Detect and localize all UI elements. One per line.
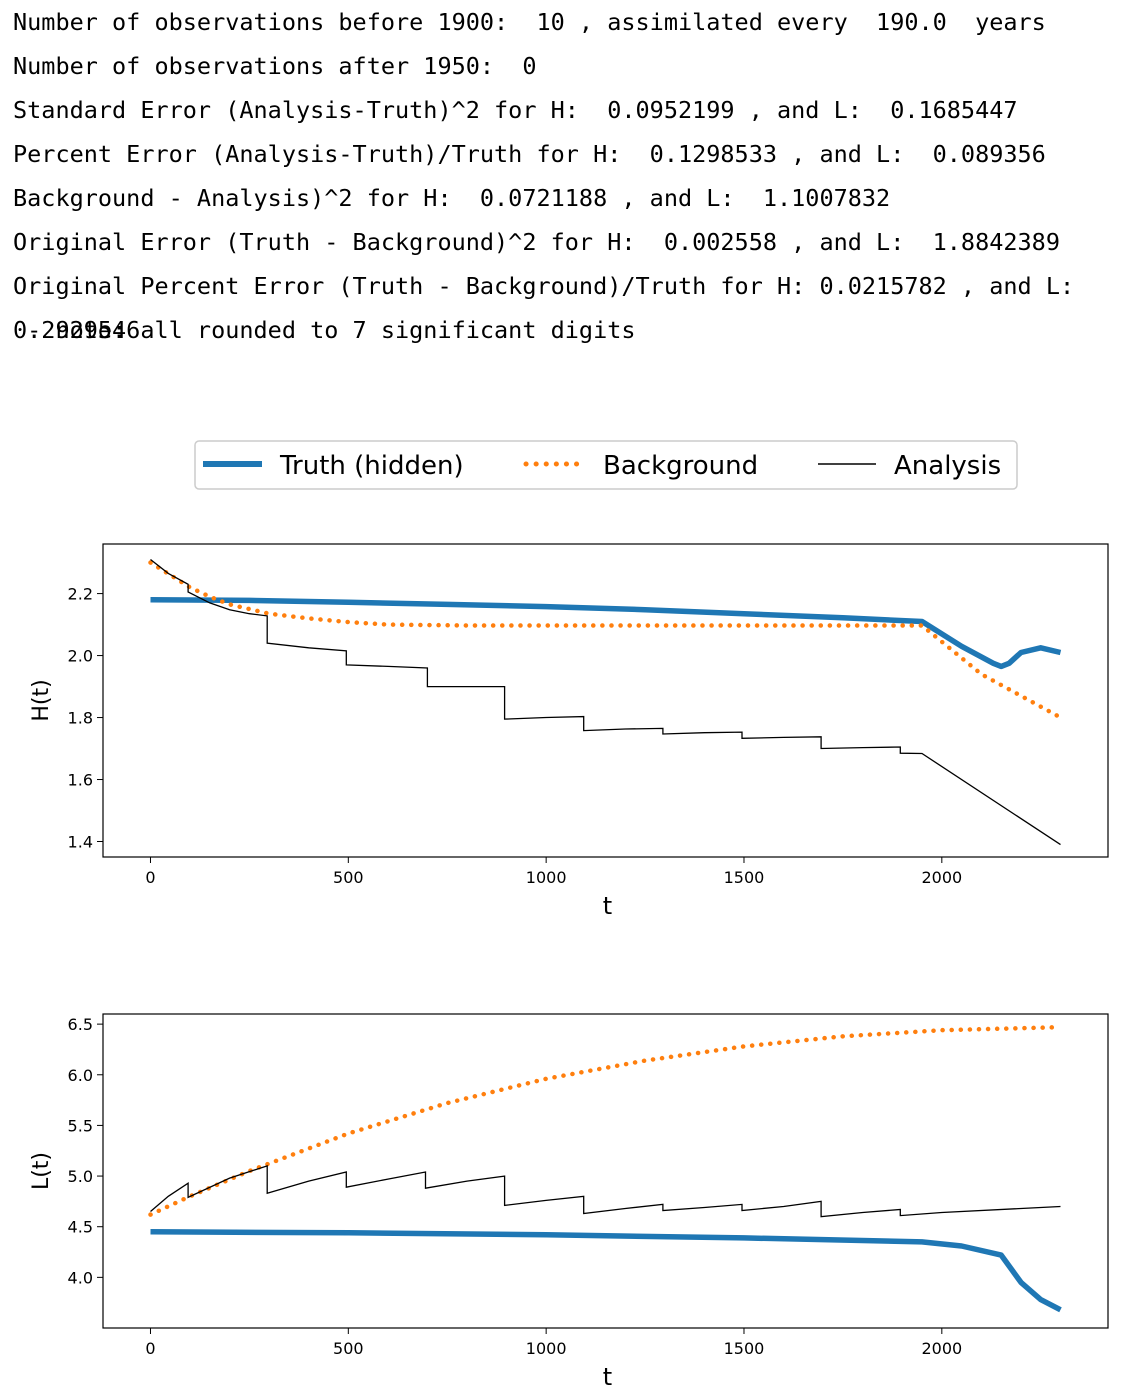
series-analysis-l: [150, 1165, 1061, 1218]
y-axis-label: L(t): [29, 1152, 54, 1190]
y-tick-label: 5.0: [68, 1167, 93, 1186]
output-line: Original Percent Error (Truth - Backgrou…: [13, 272, 1075, 344]
x-tick-label: 1500: [724, 1339, 765, 1358]
legend-truth-label: Truth (hidden): [279, 451, 464, 481]
output-line: Background - Analysis)^2 for H: 0.072118…: [13, 184, 891, 212]
y-tick-label: 6.5: [68, 1015, 93, 1034]
subplot-h: 0 500 1000 1500 2000 1.4 1.6 1.8 2.0 2.2 t H(t): [29, 543, 1109, 920]
y-axis-label: H(t): [29, 679, 54, 721]
y-tick-label: 4.0: [68, 1268, 93, 1287]
axes-frame: [102, 1013, 1109, 1329]
x-axis-label: t: [603, 892, 612, 920]
series-truth-l: [150, 1229, 1062, 1313]
series-background-l: [148, 1024, 1063, 1217]
x-tick-label: 500: [333, 868, 364, 887]
y-tick-label: 6.0: [68, 1066, 93, 1085]
subplot-l: 0 500 1000 1500 2000 4.0 4.5 5.0 5.5 6.0 6.5 t L(t): [29, 1013, 1109, 1391]
x-tick-label: 1500: [724, 868, 765, 887]
series-analysis-h: [150, 558, 1061, 846]
legend-background-label: Background: [603, 451, 758, 481]
y-tick-label: 2.2: [68, 585, 93, 604]
y-tick-label: 1.8: [68, 709, 93, 728]
x-tick-label: 1000: [526, 868, 567, 887]
x-axis-label: t: [603, 1363, 612, 1391]
y-tick-label: 4.5: [68, 1218, 93, 1237]
x-tick-label: 2000: [921, 1339, 962, 1358]
series-group: [148, 558, 1063, 846]
x-tick-label: 2000: [921, 868, 962, 887]
output-line: Number of observations before 1900: 10 ,…: [13, 8, 1046, 36]
axes-frame: [102, 543, 1109, 858]
x-tick-label: 500: [333, 1339, 364, 1358]
y-tick-label: 2.0: [68, 647, 93, 666]
output-line: Original Error (Truth - Background)^2 fo…: [13, 228, 1060, 256]
output-line: Number of observations after 1950: 0: [13, 52, 537, 80]
output-line: - note: all rounded to 7 significant dig…: [13, 316, 636, 344]
legend: Truth (hidden) Background Analysis: [194, 440, 1018, 490]
y-tick-label: 1.4: [68, 833, 93, 852]
x-tick-label: 1000: [526, 1339, 567, 1358]
legend-frame: [194, 440, 1018, 490]
legend-analysis-label: Analysis: [894, 451, 1001, 481]
y-tick-label: 1.6: [68, 771, 93, 790]
x-tick-label: 0: [145, 868, 155, 887]
output-line: Percent Error (Analysis-Truth)/Truth for…: [13, 140, 1046, 168]
series-group: [148, 1024, 1063, 1313]
cell-output: Number of observations before 1900: 10 ,…: [13, 0, 1128, 352]
x-tick-label: 0: [145, 1339, 155, 1358]
series-background-h: [148, 560, 1063, 720]
output-line: Standard Error (Analysis-Truth)^2 for H:…: [13, 96, 1018, 124]
series-truth-h: [150, 597, 1062, 670]
y-tick-label: 5.5: [68, 1116, 93, 1135]
